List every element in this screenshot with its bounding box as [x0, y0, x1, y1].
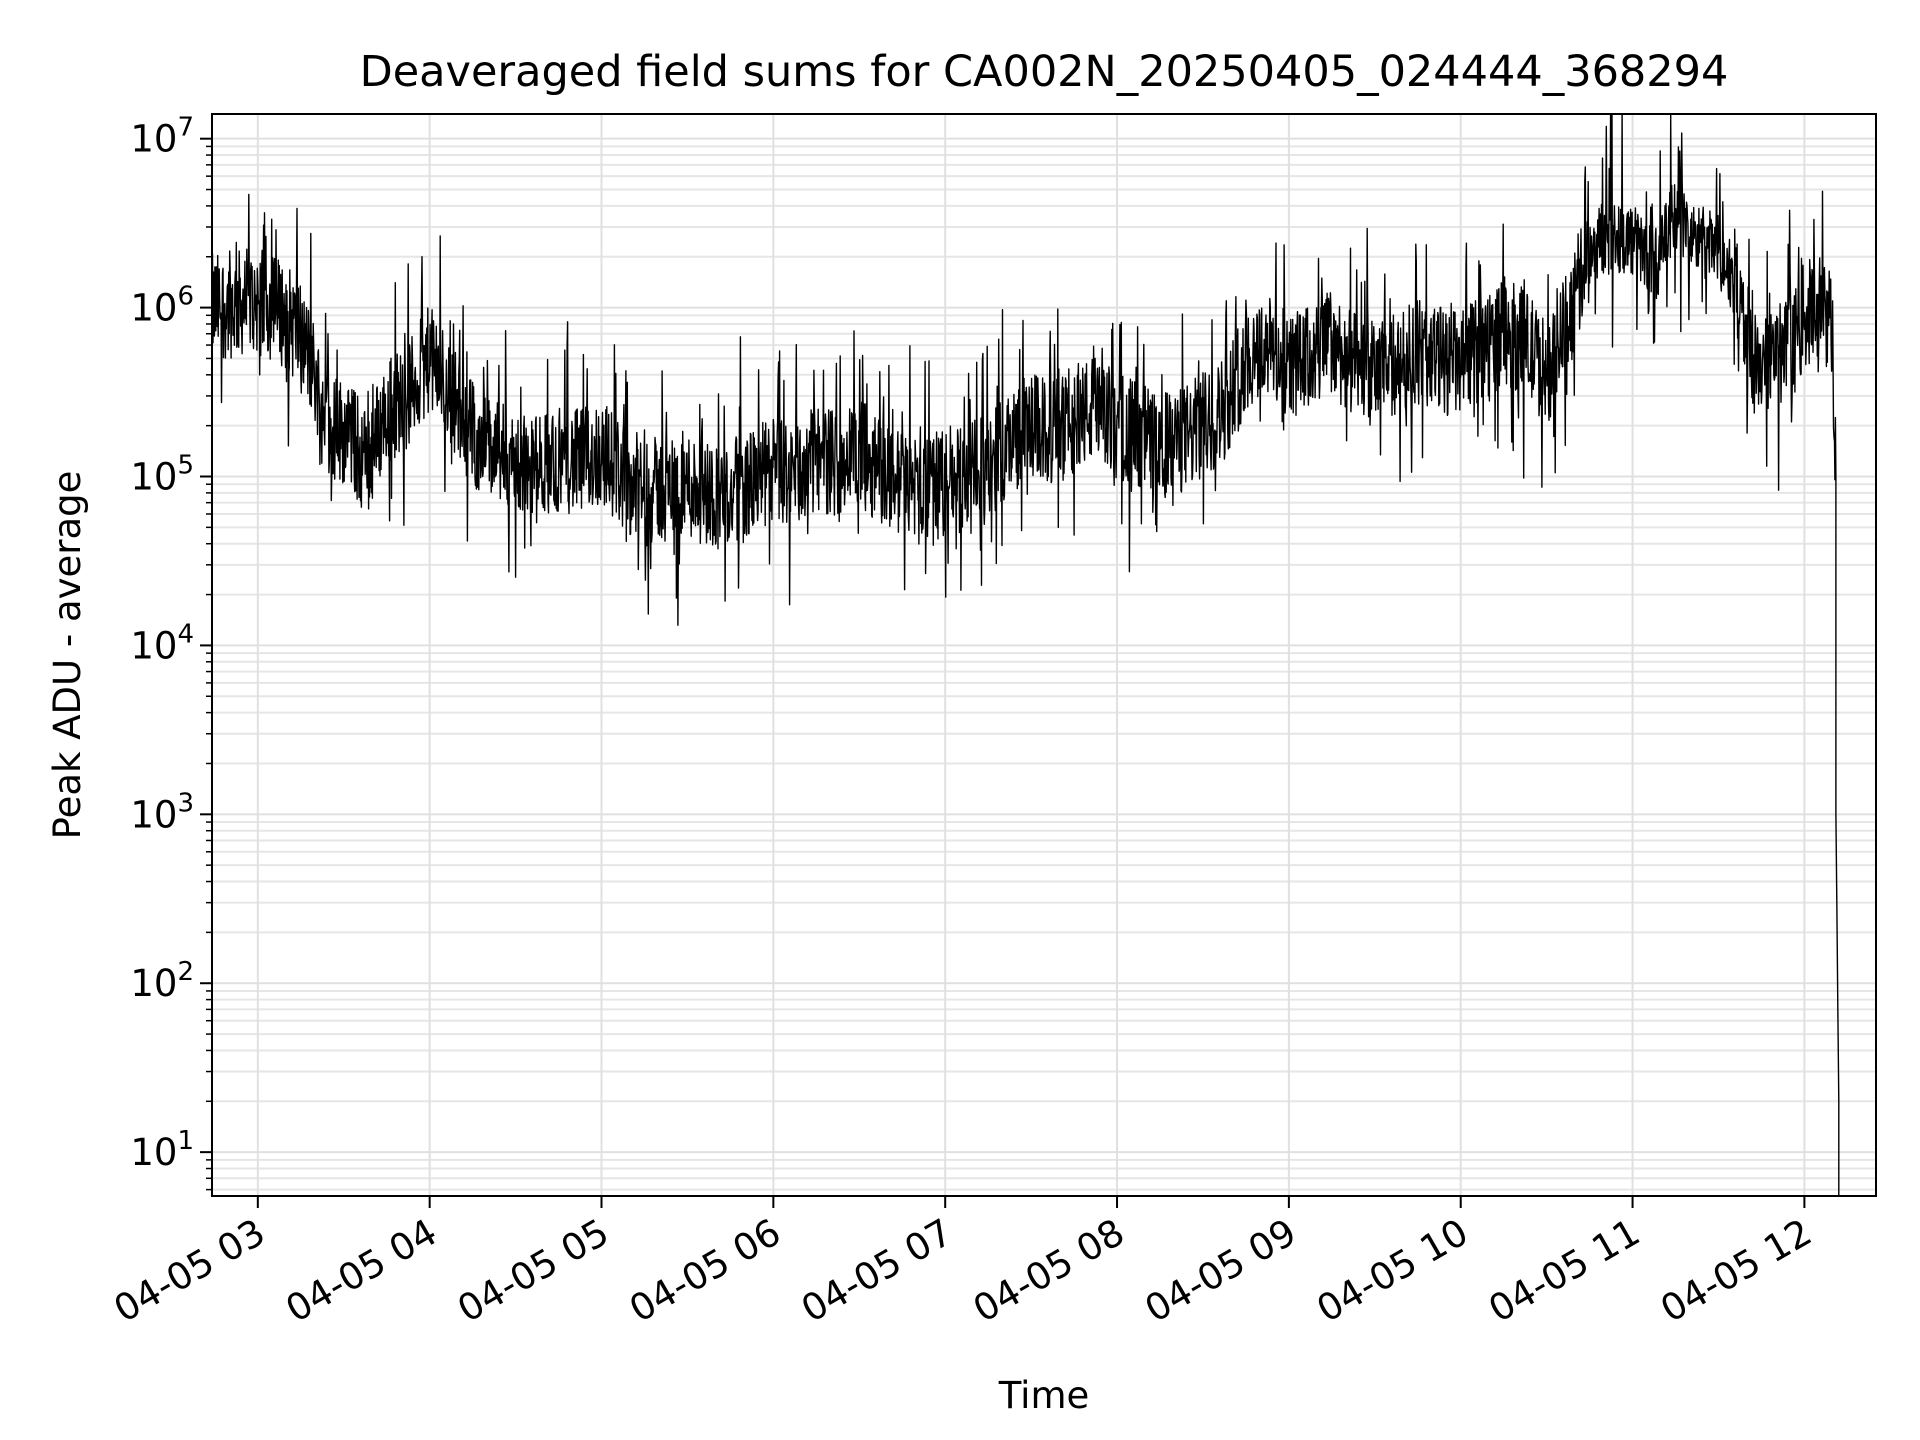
series-layer	[212, 114, 1840, 1196]
x-axis-label: Time	[998, 1374, 1090, 1417]
y-tick-label: 107	[130, 113, 194, 161]
grid	[212, 114, 1876, 1196]
chart-title: Deaveraged field sums for CA002N_2025040…	[360, 47, 1729, 97]
series-line	[212, 114, 1840, 1196]
y-tick-label: 101	[130, 1126, 194, 1174]
y-tick-label: 102	[130, 957, 194, 1005]
y-tick-label: 104	[130, 619, 194, 667]
plot-frame	[211, 113, 1877, 1197]
y-tick-label: 103	[130, 788, 194, 836]
y-axis-label: Peak ADU - average	[46, 471, 89, 840]
y-tick-label: 105	[130, 451, 194, 499]
y-axis: 101 102 103 104 105 106 107	[130, 113, 212, 1191]
y-tick-label: 106	[130, 282, 194, 330]
